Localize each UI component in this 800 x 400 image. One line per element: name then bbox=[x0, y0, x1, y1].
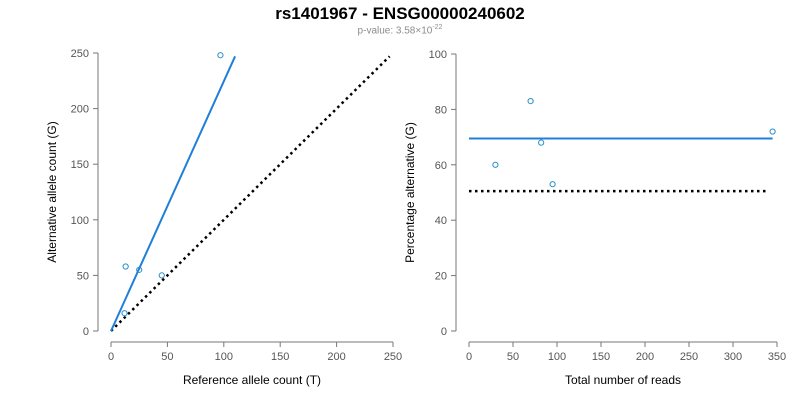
data-point bbox=[549, 181, 556, 188]
y-axis-label: Alternative allele count (G) bbox=[45, 121, 59, 262]
y-tick-label: 0 bbox=[441, 326, 447, 338]
x-axis-label: Reference allele count (T) bbox=[183, 373, 321, 387]
y-tick-label: 40 bbox=[435, 215, 447, 227]
x-tick-label: 300 bbox=[724, 351, 742, 363]
x-tick-label: 0 bbox=[108, 351, 114, 363]
x-tick-label: 200 bbox=[636, 351, 654, 363]
data-point bbox=[527, 97, 534, 105]
y-tick-label: 0 bbox=[83, 326, 89, 338]
p-value-text: p-value: 3.58×10 bbox=[357, 25, 433, 37]
x-tick-label: 350 bbox=[768, 351, 786, 363]
data-point bbox=[121, 310, 128, 317]
data-point bbox=[122, 263, 129, 270]
x-tick-label: 0 bbox=[466, 351, 472, 363]
x-tick-label: 50 bbox=[507, 351, 519, 363]
right-panel: 0 50 100 150 200 250 300 350 0 20 40 60 80 100 Total n… bbox=[403, 49, 786, 387]
y-tick-label: 60 bbox=[435, 160, 447, 172]
y-tick-label: 200 bbox=[71, 104, 89, 116]
y-axis-label: Percentage alternative (G) bbox=[403, 122, 417, 263]
x-tick-label: 200 bbox=[327, 351, 345, 363]
fit-line bbox=[110, 55, 236, 332]
x-tick-label: 150 bbox=[271, 351, 289, 363]
data-point bbox=[136, 266, 143, 273]
x-tick-label: 50 bbox=[161, 351, 173, 363]
data-point bbox=[492, 161, 499, 168]
data-point bbox=[217, 52, 224, 59]
reference-line bbox=[110, 55, 391, 332]
data-point bbox=[538, 139, 545, 146]
x-tick-label: 250 bbox=[680, 351, 698, 363]
x-tick-label: 100 bbox=[548, 351, 566, 363]
x-tick-label: 100 bbox=[215, 351, 233, 363]
y-tick-label: 50 bbox=[77, 270, 89, 282]
x-tick-label: 150 bbox=[592, 351, 610, 363]
data-point bbox=[158, 272, 165, 279]
y-tick-label: 80 bbox=[435, 104, 447, 116]
chart-subtitle: p-value: 3.58×10-22 bbox=[0, 24, 800, 36]
y-tick-label: 100 bbox=[429, 49, 447, 61]
x-tick-label: 250 bbox=[384, 351, 402, 363]
y-tick-label: 250 bbox=[71, 48, 89, 60]
y-tick-label: 100 bbox=[71, 215, 89, 227]
left-panel: 0 50 100 150 200 250 0 50 100 150 200 250 Reference … bbox=[45, 48, 402, 387]
y-tick-label: 150 bbox=[71, 159, 89, 171]
p-value-exponent: -22 bbox=[432, 24, 443, 31]
y-tick-label: 20 bbox=[435, 271, 447, 283]
data-point bbox=[769, 128, 776, 135]
x-axis-label: Total number of reads bbox=[565, 373, 681, 387]
chart-title: rs1401967 - ENSG00000240602 bbox=[275, 4, 525, 23]
